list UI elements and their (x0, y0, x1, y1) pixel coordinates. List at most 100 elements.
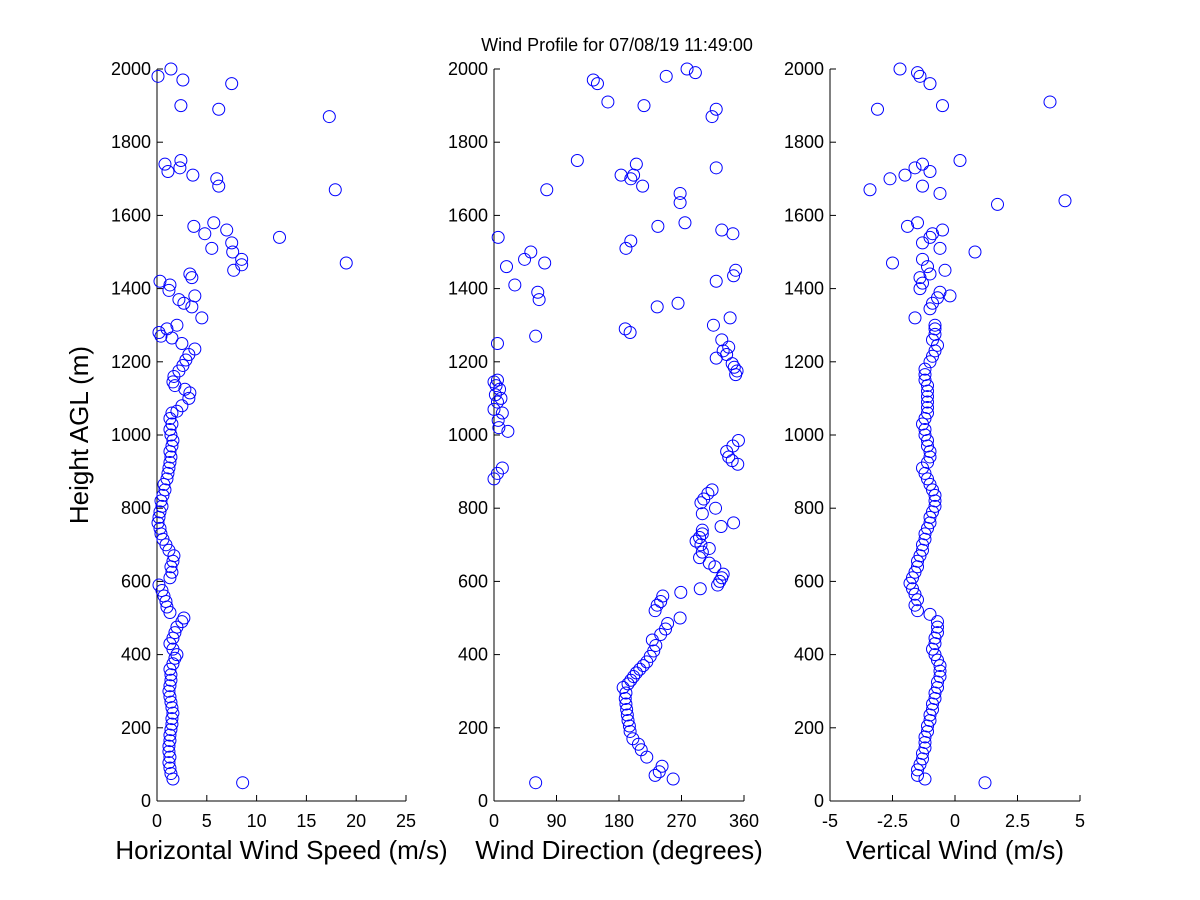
data-point (183, 267, 197, 281)
data-point (529, 329, 543, 343)
data-point (175, 337, 189, 350)
data-point (531, 285, 545, 299)
y-tick-label: 800 (121, 498, 151, 518)
data-point (694, 538, 708, 552)
y-tick-label: 1800 (784, 132, 824, 152)
data-point (923, 355, 937, 369)
data-point (622, 719, 636, 733)
data-point (723, 311, 737, 325)
data-point (619, 697, 633, 711)
data-point (165, 717, 179, 731)
data-point (163, 679, 177, 693)
data-point (666, 772, 680, 786)
data-point (673, 186, 687, 200)
data-point (709, 102, 723, 116)
data-point (174, 99, 188, 113)
data-point (182, 391, 196, 405)
x-tick-label: 0 (489, 811, 499, 831)
data-point (695, 507, 709, 521)
data-point (164, 695, 178, 709)
data-point (659, 69, 673, 83)
x-tick-label: 90 (546, 811, 566, 831)
data-point (627, 168, 641, 182)
data-point (695, 527, 709, 541)
data-point (158, 157, 172, 171)
data-point (212, 102, 226, 116)
data-point (186, 168, 200, 182)
data-point (164, 668, 178, 682)
data-point (518, 252, 532, 266)
data-point (926, 483, 939, 497)
data-point (164, 767, 178, 781)
y-tick-label: 400 (794, 645, 824, 665)
data-point (620, 703, 634, 716)
data-point (176, 73, 190, 87)
data-point (155, 499, 169, 513)
data-point (490, 373, 504, 387)
data-point (188, 289, 202, 303)
data-point (624, 234, 638, 248)
data-point (656, 589, 670, 603)
data-point (166, 375, 180, 389)
data-point (490, 395, 504, 409)
data-point (616, 681, 630, 695)
data-point (173, 161, 187, 175)
data-point (163, 571, 177, 585)
data-point (918, 423, 932, 437)
data-point (883, 172, 897, 186)
data-point (273, 230, 287, 244)
data-point (166, 657, 180, 671)
data-point (163, 455, 177, 469)
y-tick-label: 1200 (448, 352, 488, 372)
data-point (918, 527, 932, 541)
data-point (938, 263, 952, 277)
data-point (619, 241, 633, 255)
data-point (1043, 95, 1057, 109)
data-point (586, 73, 600, 87)
x-tick-label: 2.5 (1005, 811, 1030, 831)
data-point (695, 545, 709, 559)
data-point (529, 776, 543, 790)
data-point (911, 763, 924, 777)
data-point (921, 406, 934, 420)
data-point (508, 278, 522, 292)
data-point (678, 216, 692, 230)
y-tick-label: 0 (141, 791, 151, 811)
x-axis-label: Horizontal Wind Speed (m/s) (115, 835, 447, 865)
data-point (636, 659, 650, 673)
y-tick-label: 1000 (784, 425, 824, 445)
y-tick-label: 2000 (784, 59, 824, 79)
data-point (225, 236, 239, 250)
data-point (177, 296, 191, 310)
data-point (688, 66, 702, 80)
data-point (911, 604, 924, 618)
data-point (495, 406, 509, 420)
data-point (659, 622, 673, 636)
x-tick-label: 20 (346, 811, 366, 831)
data-point (227, 263, 241, 277)
data-point (491, 230, 505, 244)
data-point (921, 260, 934, 274)
data-point (647, 644, 661, 658)
data-point (490, 337, 504, 350)
data-point (923, 302, 937, 316)
data-point (207, 216, 221, 230)
data-point (629, 666, 643, 680)
data-point (532, 293, 546, 307)
data-point (623, 724, 637, 738)
data-point (695, 523, 709, 537)
data-point (168, 379, 182, 393)
data-point (923, 230, 937, 244)
data-point (871, 102, 884, 116)
data-point (673, 196, 687, 210)
data-point (495, 461, 509, 475)
data-point (590, 77, 604, 91)
data-point (921, 395, 934, 409)
data-point (933, 285, 947, 299)
data-point (160, 322, 174, 336)
data-point (168, 651, 182, 665)
data-point (921, 390, 934, 404)
y-tick-label: 1400 (448, 279, 488, 299)
data-point (898, 168, 912, 182)
